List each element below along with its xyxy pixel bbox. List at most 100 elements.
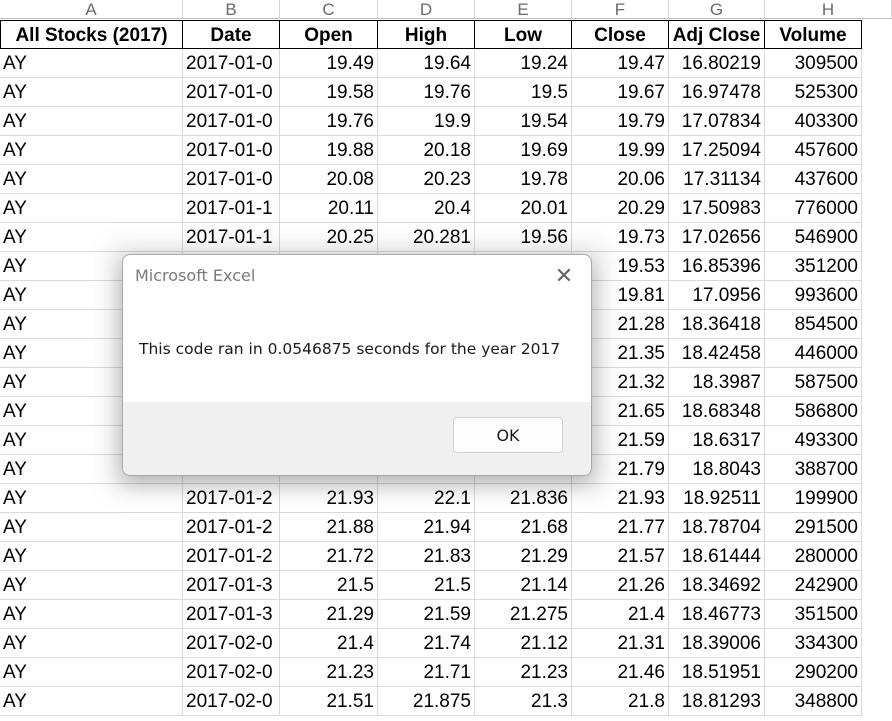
- table-cell[interactable]: 21.71: [378, 658, 475, 687]
- table-cell[interactable]: 21.88: [280, 513, 378, 542]
- column-letter-e[interactable]: E: [475, 0, 572, 19]
- table-cell[interactable]: 21.31: [572, 629, 669, 658]
- table-cell[interactable]: 18.39006: [669, 629, 765, 658]
- table-cell[interactable]: 21.4: [572, 600, 669, 629]
- header-cell[interactable]: High: [378, 20, 475, 49]
- table-cell[interactable]: 20.25: [280, 223, 378, 252]
- table-cell[interactable]: 21.29: [280, 600, 378, 629]
- table-cell[interactable]: 437600: [765, 165, 862, 194]
- table-cell[interactable]: 20.01: [475, 194, 572, 223]
- table-cell[interactable]: 18.78704: [669, 513, 765, 542]
- table-cell[interactable]: 21.26: [572, 571, 669, 600]
- table-cell[interactable]: 351500: [765, 600, 862, 629]
- table-cell[interactable]: 2017-01-3: [183, 571, 280, 600]
- table-cell[interactable]: 19.99: [572, 136, 669, 165]
- table-cell[interactable]: 18.81293: [669, 687, 765, 716]
- table-cell[interactable]: 21.51: [280, 687, 378, 716]
- table-cell[interactable]: 19.76: [378, 78, 475, 107]
- table-cell[interactable]: AY: [0, 658, 183, 687]
- table-cell[interactable]: 21.23: [475, 658, 572, 687]
- table-cell[interactable]: 21.14: [475, 571, 572, 600]
- table-cell[interactable]: 2017-01-2: [183, 513, 280, 542]
- table-cell[interactable]: 388700: [765, 455, 862, 484]
- table-cell[interactable]: 334300: [765, 629, 862, 658]
- table-cell[interactable]: 18.61444: [669, 542, 765, 571]
- table-cell[interactable]: 18.46773: [669, 600, 765, 629]
- table-cell[interactable]: 19.67: [572, 78, 669, 107]
- table-cell[interactable]: 16.80219: [669, 49, 765, 78]
- table-cell[interactable]: 19.58: [280, 78, 378, 107]
- table-cell[interactable]: AY: [0, 107, 183, 136]
- table-cell[interactable]: 19.24: [475, 49, 572, 78]
- table-cell[interactable]: 2017-01-0: [183, 107, 280, 136]
- column-letter-f[interactable]: F: [572, 0, 669, 19]
- table-cell[interactable]: 21.4: [280, 629, 378, 658]
- table-cell[interactable]: 19.56: [475, 223, 572, 252]
- table-cell[interactable]: 21.29: [475, 542, 572, 571]
- table-cell[interactable]: 2017-01-1: [183, 223, 280, 252]
- table-cell[interactable]: 280000: [765, 542, 862, 571]
- table-cell[interactable]: 22.1: [378, 484, 475, 513]
- table-cell[interactable]: 21.8: [572, 687, 669, 716]
- table-cell[interactable]: 20.281: [378, 223, 475, 252]
- table-cell[interactable]: 446000: [765, 339, 862, 368]
- table-cell[interactable]: 21.5: [280, 571, 378, 600]
- table-cell[interactable]: 18.68348: [669, 397, 765, 426]
- table-cell[interactable]: 2017-01-3: [183, 600, 280, 629]
- header-cell[interactable]: Adj Close: [669, 20, 765, 49]
- column-letter-a[interactable]: A: [0, 0, 183, 19]
- table-cell[interactable]: 21.77: [572, 513, 669, 542]
- table-cell[interactable]: 290200: [765, 658, 862, 687]
- table-cell[interactable]: 19.73: [572, 223, 669, 252]
- column-letter-g[interactable]: G: [669, 0, 765, 19]
- table-cell[interactable]: 20.11: [280, 194, 378, 223]
- header-cell[interactable]: Low: [475, 20, 572, 49]
- table-cell[interactable]: 19.81: [572, 281, 669, 310]
- table-cell[interactable]: 348800: [765, 687, 862, 716]
- table-cell[interactable]: 18.34692: [669, 571, 765, 600]
- table-cell[interactable]: 546900: [765, 223, 862, 252]
- table-cell[interactable]: 2017-01-0: [183, 49, 280, 78]
- table-cell[interactable]: 21.93: [572, 484, 669, 513]
- table-cell[interactable]: 19.5: [475, 78, 572, 107]
- ok-button[interactable]: OK: [453, 417, 563, 453]
- table-cell[interactable]: 19.79: [572, 107, 669, 136]
- table-cell[interactable]: 19.9: [378, 107, 475, 136]
- table-cell[interactable]: 21.65: [572, 397, 669, 426]
- header-cell[interactable]: Open: [280, 20, 378, 49]
- table-cell[interactable]: 2017-01-0: [183, 136, 280, 165]
- table-cell[interactable]: 17.50983: [669, 194, 765, 223]
- table-cell[interactable]: 20.08: [280, 165, 378, 194]
- table-cell[interactable]: 21.275: [475, 600, 572, 629]
- table-cell[interactable]: 18.3987: [669, 368, 765, 397]
- close-icon[interactable]: ✕: [554, 263, 574, 289]
- table-cell[interactable]: 854500: [765, 310, 862, 339]
- table-cell[interactable]: 17.25094: [669, 136, 765, 165]
- table-cell[interactable]: AY: [0, 513, 183, 542]
- column-letter-h[interactable]: H: [765, 0, 892, 19]
- table-cell[interactable]: AY: [0, 484, 183, 513]
- table-cell[interactable]: 20.4: [378, 194, 475, 223]
- table-cell[interactable]: 21.35: [572, 339, 669, 368]
- table-cell[interactable]: AY: [0, 49, 183, 78]
- table-cell[interactable]: 17.31134: [669, 165, 765, 194]
- table-cell[interactable]: 21.83: [378, 542, 475, 571]
- table-cell[interactable]: 19.64: [378, 49, 475, 78]
- table-cell[interactable]: 21.46: [572, 658, 669, 687]
- table-cell[interactable]: 403300: [765, 107, 862, 136]
- table-cell[interactable]: 19.47: [572, 49, 669, 78]
- table-cell[interactable]: 17.02656: [669, 223, 765, 252]
- table-cell[interactable]: 20.18: [378, 136, 475, 165]
- table-cell[interactable]: AY: [0, 136, 183, 165]
- table-cell[interactable]: 19.78: [475, 165, 572, 194]
- table-cell[interactable]: 18.92511: [669, 484, 765, 513]
- table-cell[interactable]: AY: [0, 600, 183, 629]
- table-cell[interactable]: 21.23: [280, 658, 378, 687]
- table-cell[interactable]: 19.69: [475, 136, 572, 165]
- table-cell[interactable]: 19.53: [572, 252, 669, 281]
- table-cell[interactable]: 309500: [765, 49, 862, 78]
- table-cell[interactable]: 2017-02-0: [183, 629, 280, 658]
- table-cell[interactable]: 2017-01-2: [183, 542, 280, 571]
- table-cell[interactable]: 21.79: [572, 455, 669, 484]
- table-cell[interactable]: 19.49: [280, 49, 378, 78]
